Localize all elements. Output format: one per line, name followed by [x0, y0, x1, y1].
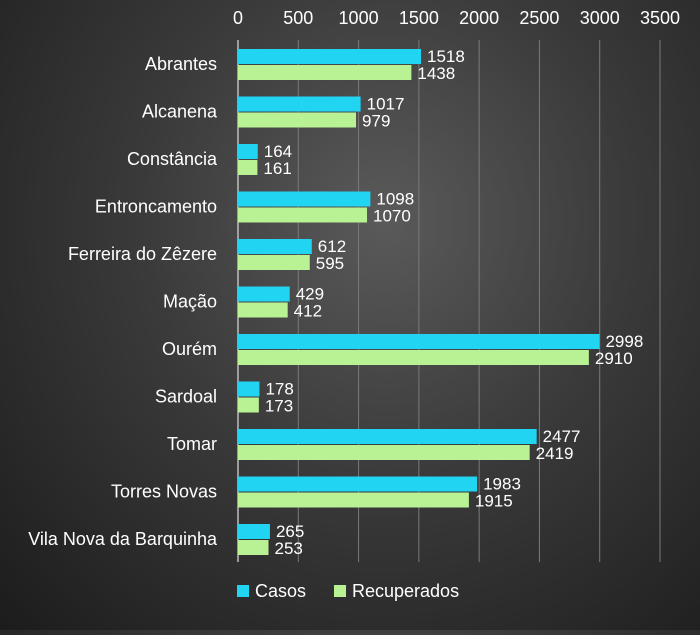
bar-casos [238, 334, 600, 349]
data-label-recuperados: 979 [362, 112, 390, 131]
x-tick-label: 2500 [519, 8, 559, 28]
category-label: Constância [127, 149, 218, 169]
bar-recuperados [238, 65, 412, 80]
bar-recuperados [238, 397, 259, 413]
data-label-casos: 1098 [376, 190, 414, 209]
x-tick-label: 0 [233, 8, 243, 28]
data-label-casos: 2998 [605, 332, 643, 351]
bar-recuperados [238, 255, 310, 270]
x-tick-label: 3000 [580, 8, 620, 28]
bar-casos [238, 191, 371, 207]
legend-label-recuperados: Recuperados [352, 581, 459, 601]
data-label-recuperados: 1915 [475, 492, 513, 511]
data-label-recuperados: 161 [263, 159, 291, 178]
bar-recuperados [238, 160, 258, 175]
bar-recuperados [238, 207, 368, 223]
category-label: Vila Nova da Barquinha [28, 529, 218, 549]
bar-casos [238, 286, 290, 302]
category-label: Ferreira do Zêzere [68, 244, 217, 264]
category-label: Ourém [162, 339, 217, 359]
data-label-casos: 1983 [483, 475, 521, 494]
data-label-recuperados: 253 [275, 539, 303, 558]
bar-casos [238, 524, 270, 539]
bar-recuperados [238, 350, 589, 365]
data-label-casos: 265 [276, 522, 304, 541]
category-label: Tomar [167, 434, 217, 454]
legend-swatch-casos [237, 585, 249, 597]
data-label-casos: 1518 [427, 47, 465, 66]
x-tick-label: 500 [283, 8, 313, 28]
x-tick-label: 3500 [640, 8, 680, 28]
data-label-recuperados: 595 [316, 254, 344, 273]
bar-recuperados [238, 112, 357, 128]
data-label-recuperados: 1438 [417, 64, 455, 83]
legend-swatch-recuperados [334, 585, 346, 597]
x-tick-label: 1000 [339, 8, 379, 28]
category-label: Abrantes [145, 54, 217, 74]
data-label-casos: 2477 [543, 427, 581, 446]
data-label-recuperados: 2419 [536, 444, 574, 463]
data-label-casos: 612 [318, 237, 346, 256]
category-label: Sardoal [155, 387, 217, 407]
bar-casos [238, 96, 361, 112]
bar-casos [238, 49, 422, 64]
data-label-casos: 178 [265, 380, 293, 399]
x-tick-label: 2000 [459, 8, 499, 28]
data-label-casos: 429 [296, 285, 324, 304]
bar-casos [238, 239, 312, 254]
data-label-recuperados: 412 [294, 302, 322, 321]
category-label: Mação [163, 292, 217, 312]
category-label: Torres Novas [111, 482, 217, 502]
data-label-casos: 164 [264, 142, 292, 161]
bar-casos [238, 381, 260, 397]
bar-recuperados [238, 540, 269, 555]
data-label-recuperados: 2910 [595, 349, 633, 368]
data-label-recuperados: 1070 [373, 207, 411, 226]
bar-casos [238, 144, 258, 159]
bar-recuperados [238, 492, 469, 508]
bar-recuperados [238, 445, 530, 460]
category-label: Alcanena [142, 102, 218, 122]
x-tick-label: 1500 [399, 8, 439, 28]
bar-casos [238, 476, 478, 492]
legend-label-casos: Casos [255, 581, 306, 601]
data-label-casos: 1017 [367, 95, 405, 114]
data-label-recuperados: 173 [265, 397, 293, 416]
bar-casos [238, 429, 537, 444]
bar-recuperados [238, 302, 288, 318]
category-label: Entroncamento [95, 197, 217, 217]
